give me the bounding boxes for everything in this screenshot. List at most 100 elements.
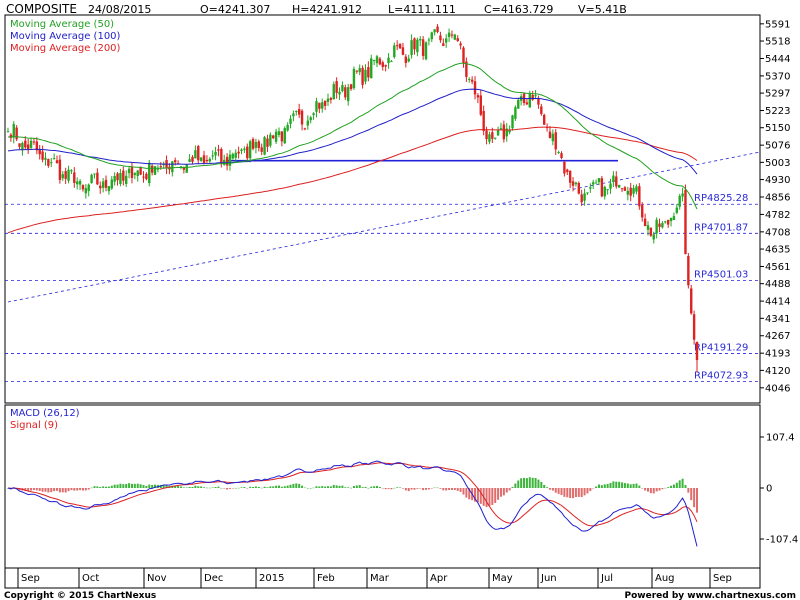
candle-body	[436, 26, 439, 32]
candle-body	[499, 128, 503, 130]
candle-body	[341, 85, 344, 92]
macd-histogram-bar	[240, 487, 243, 488]
candle-body	[113, 175, 116, 182]
macd-histogram-bar	[404, 488, 407, 491]
candle-body	[456, 38, 459, 42]
macd-histogram-bar	[73, 488, 76, 491]
macd-histogram-bar	[338, 485, 341, 488]
candle-body	[67, 169, 70, 181]
candle-body	[600, 178, 604, 197]
macd-histogram-bar	[655, 488, 658, 492]
macd-histogram-bar	[621, 482, 624, 488]
macd-histogram-bar	[272, 486, 275, 488]
macd-histogram-bar	[646, 488, 649, 492]
macd-histogram-bar	[644, 488, 647, 491]
candle-body	[295, 111, 298, 113]
macd-histogram-bar	[110, 485, 113, 488]
price-tick-label: 5297	[765, 89, 790, 100]
candle-body	[312, 113, 315, 116]
date-tick-label: Sep	[21, 573, 40, 584]
date-tick-label: May	[492, 573, 513, 584]
candle-body	[139, 166, 142, 175]
macd-histogram-bar	[67, 488, 70, 492]
macd-histogram-bar	[664, 487, 667, 489]
macd-histogram-bar	[56, 488, 59, 491]
candle-body	[563, 161, 566, 174]
candle-body	[398, 43, 402, 49]
macd-histogram-bar	[393, 487, 396, 489]
candle-body	[119, 172, 122, 184]
candle-body	[349, 84, 353, 90]
candle-body	[666, 220, 670, 225]
candle-body	[338, 91, 341, 95]
date-tick-label: Nov	[147, 573, 167, 584]
open-label: O=4241.307	[200, 3, 270, 16]
macd-histogram-bar	[618, 481, 621, 488]
candle-body	[583, 193, 586, 201]
macd-histogram-bar	[99, 486, 102, 488]
candle-body	[421, 39, 425, 56]
macd-histogram-bar	[586, 488, 589, 494]
macd-histogram-bar	[433, 487, 436, 489]
candle-body	[643, 218, 647, 227]
macd-histogram-bar	[275, 485, 278, 488]
macd-histogram-bar	[600, 485, 603, 488]
macd-histogram-bar	[396, 487, 399, 488]
price-tick-label: 5003	[765, 158, 790, 169]
macd-histogram-bar	[102, 486, 105, 488]
resistance-label: RP4825.28	[694, 193, 748, 204]
candle-body	[384, 64, 387, 67]
candle-body	[93, 173, 96, 175]
macd-histogram-bar	[303, 487, 306, 489]
resistance-label: RP4072.93	[694, 370, 748, 381]
macd-histogram-bar	[629, 484, 632, 488]
macd-histogram-bar	[53, 488, 56, 492]
macd-histogram-bar	[130, 483, 133, 488]
macd-histogram-bar	[502, 488, 505, 496]
candle-body	[6, 131, 10, 133]
candle-body	[672, 216, 676, 220]
legend-ma200: Moving Average (200)	[10, 43, 121, 54]
candle-body	[323, 100, 327, 106]
macd-histogram-bar	[425, 488, 428, 490]
price-tick-label: 4561	[765, 262, 790, 273]
macd-histogram-bar	[462, 488, 465, 495]
candle-body	[612, 175, 615, 183]
macd-histogram-bar	[511, 486, 514, 488]
macd-histogram-bar	[142, 485, 145, 488]
macd-histogram-bar	[376, 485, 379, 488]
price-plot: RP4825.28 RP4701.87 RP4501.03 RP4191.29 RP40…	[5, 24, 761, 382]
candle-body	[580, 194, 583, 203]
macd-histogram-bar	[128, 483, 131, 488]
candle-body	[26, 144, 30, 150]
macd-histogram-bar	[554, 488, 557, 493]
candle-body	[606, 189, 609, 191]
candle-body	[482, 110, 485, 132]
macd-histogram-bar	[76, 488, 79, 491]
candle-body	[70, 170, 73, 172]
date-tick-label: Sep	[713, 573, 732, 584]
candle-body	[387, 57, 390, 64]
candle-body	[430, 32, 433, 40]
macd-histogram-bar	[324, 486, 327, 488]
candle-body	[272, 135, 275, 139]
macd-histogram-bar	[566, 488, 569, 498]
candle-body	[661, 223, 664, 228]
macd-histogram-bar	[491, 488, 494, 505]
candle-body	[424, 42, 428, 60]
macd-histogram-bar	[442, 488, 445, 491]
candle-body	[297, 109, 301, 115]
macd-histogram-bar	[312, 487, 315, 489]
price-tick-label: 5591	[765, 19, 790, 30]
macd-histogram-bar	[188, 486, 191, 488]
macd-histogram-bar	[306, 487, 309, 489]
candle-body	[110, 179, 113, 189]
candle-body	[419, 38, 422, 41]
macd-histogram-bar	[667, 487, 670, 488]
resistance-label: RP4191.29	[694, 343, 748, 354]
macd-histogram-bar	[459, 488, 462, 492]
candle-body	[646, 225, 650, 230]
low-label: L=4111.111	[388, 3, 456, 16]
macd-histogram-bar	[658, 488, 661, 491]
macd-histogram-bar	[289, 484, 292, 488]
